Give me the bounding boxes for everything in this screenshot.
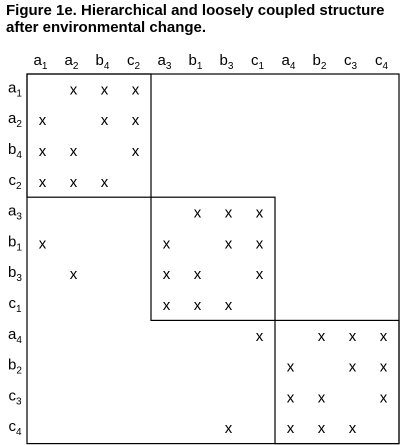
figure-title-line-1: Figure 1e. Hierarchical and loosely coup… [6,2,385,19]
cell-mark-b3-c1: x [256,266,264,283]
row-label-c3: c3 [8,387,22,407]
cell-mark-c3-a4: x [287,389,295,406]
cell-mark-b1-a1: x [39,235,47,252]
cell-mark-b4-c2: x [132,143,140,160]
column-label-b4: b4 [96,52,110,72]
row-label-b2: b2 [8,357,22,377]
block-2 [150,196,276,321]
row-label-a2: a2 [8,110,22,130]
cell-mark-b1-b3: x [225,235,233,252]
row-label-c1: c1 [8,295,22,315]
cell-mark-a1-c2: x [132,81,140,98]
row-label-a3: a3 [8,203,22,223]
cell-mark-b1-c1: x [256,235,264,252]
cell-mark-b4-a2: x [70,143,78,160]
row-label-b3: b3 [8,264,22,284]
cell-mark-b3-a3: x [163,266,171,283]
cell-mark-c1-b3: x [225,297,233,314]
cell-mark-b2-c4: x [380,359,388,376]
cell-mark-b1-a3: x [163,235,171,252]
cell-mark-b2-a4: x [287,359,295,376]
block-3 [274,319,400,445]
block-1 [26,73,152,198]
row-label-b1: b1 [8,233,22,253]
cell-mark-c4-a4: x [287,420,295,437]
cell-mark-a2-b4: x [101,112,109,129]
matrix-frame [26,73,400,445]
cell-mark-c4-b3: x [225,420,233,437]
column-label-b1: b1 [189,52,203,72]
cell-mark-c2-a2: x [70,174,78,191]
cell-mark-c2-b4: x [101,174,109,191]
row-label-b4: b4 [8,141,22,161]
cell-mark-c4-c3: x [349,420,357,437]
cell-mark-c1-b1: x [194,297,202,314]
cell-mark-a1-b4: x [101,81,109,98]
cell-mark-a1-a2: x [70,81,78,98]
figure-title-line-2: after environmental change. [6,19,207,36]
cell-mark-b2-c3: x [349,359,357,376]
column-label-c1: c1 [251,52,265,72]
cell-mark-a3-b1: x [194,205,202,222]
cell-mark-a2-c2: x [132,112,140,129]
column-label-c2: c2 [127,52,141,72]
cell-mark-c4-b2: x [318,420,326,437]
column-label-a3: a3 [158,52,172,72]
cell-mark-a4-b2: x [318,328,326,345]
cell-mark-b4-a1: x [39,143,47,160]
cell-mark-b3-a2: x [70,266,78,283]
cell-mark-a3-b3: x [225,205,233,222]
cell-mark-b3-b1: x [194,266,202,283]
column-label-c4: c4 [375,52,389,72]
cell-mark-a3-c1: x [256,205,264,222]
row-label-c4: c4 [8,418,22,438]
column-label-b3: b3 [220,52,234,72]
cell-mark-c1-a3: x [163,297,171,314]
cell-mark-a4-c1: x [256,328,264,345]
column-label-a1: a1 [34,52,48,72]
cell-mark-a2-a1: x [39,112,47,129]
cell-mark-a4-c3: x [349,328,357,345]
row-label-c2: c2 [8,172,22,192]
column-label-c3: c3 [344,52,358,72]
cell-mark-a4-c4: x [380,328,388,345]
row-label-a4: a4 [8,326,22,346]
cell-mark-c3-c4: x [380,389,388,406]
cell-mark-c3-b2: x [318,389,326,406]
column-label-b2: b2 [313,52,327,72]
column-label-a4: a4 [282,52,296,72]
cell-mark-c2-a1: x [39,174,47,191]
column-label-a2: a2 [65,52,79,72]
figure-title: Figure 1e. Hierarchical and loosely coup… [6,2,406,36]
row-label-a1: a1 [8,79,22,99]
